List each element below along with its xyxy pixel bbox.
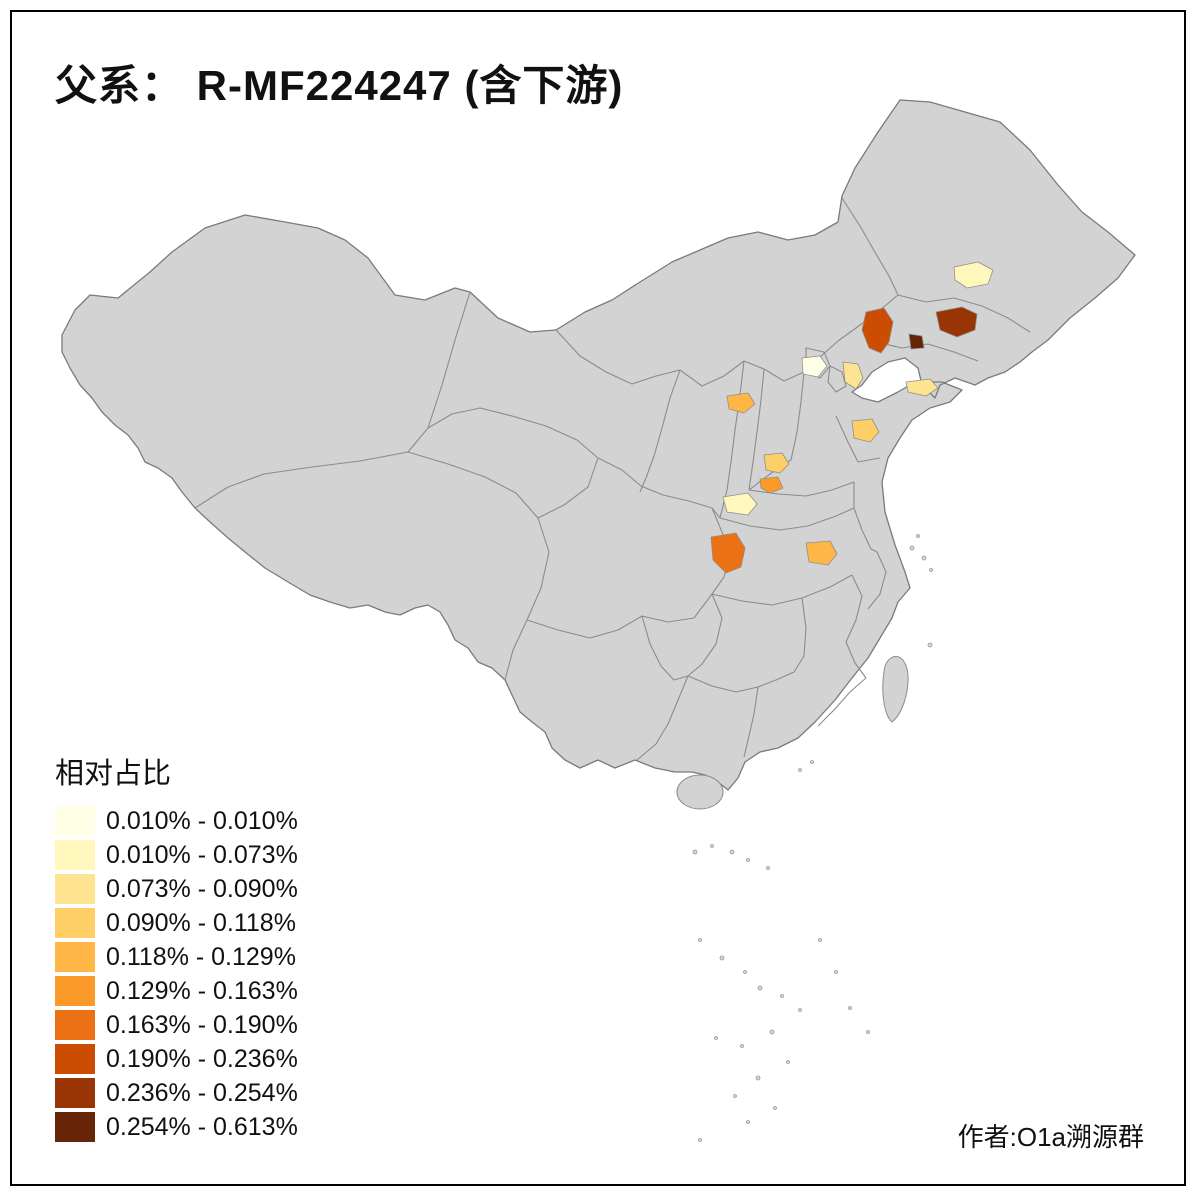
- legend-row: 0.118% - 0.129%: [55, 942, 298, 972]
- legend-row: 0.010% - 0.073%: [55, 840, 298, 870]
- legend-swatch: [55, 942, 95, 972]
- page-title: 父系： R-MF224247 (含下游): [55, 62, 624, 109]
- highlighted-region: [905, 378, 939, 397]
- legend-swatch: [55, 1078, 95, 1108]
- highlighted-region: [722, 492, 758, 516]
- legend-row: 0.010% - 0.010%: [55, 806, 298, 836]
- highlighted-region: [953, 261, 994, 289]
- legend-label: 0.090% - 0.118%: [106, 908, 296, 937]
- legend-row: 0.163% - 0.190%: [55, 1010, 298, 1040]
- legend-swatch: [55, 806, 95, 836]
- legend-swatch: [55, 908, 95, 938]
- legend-label: 0.118% - 0.129%: [106, 942, 296, 971]
- highlighted-region: [861, 307, 894, 354]
- legend-row: 0.129% - 0.163%: [55, 976, 298, 1006]
- legend-label: 0.236% - 0.254%: [106, 1078, 298, 1107]
- province-borders: [194, 197, 1031, 761]
- highlighted-region: [726, 392, 756, 414]
- legend-swatch: [55, 874, 95, 904]
- legend-label: 0.190% - 0.236%: [106, 1044, 298, 1073]
- legend-row: 0.190% - 0.236%: [55, 1044, 298, 1074]
- highlighted-region: [851, 418, 880, 443]
- legend-swatch: [55, 840, 95, 870]
- highlighted-region: [763, 452, 790, 474]
- highlighted-region: [805, 540, 838, 566]
- legend-label: 0.073% - 0.090%: [106, 874, 298, 903]
- legend-label: 0.010% - 0.010%: [106, 806, 298, 835]
- highlighted-region: [759, 476, 784, 494]
- legend-swatch: [55, 1044, 95, 1074]
- author-credit: 作者:O1a溯源群: [957, 1122, 1144, 1152]
- legend-swatch: [55, 976, 95, 1006]
- legend-label: 0.254% - 0.613%: [106, 1112, 298, 1141]
- legend-row: 0.073% - 0.090%: [55, 874, 298, 904]
- sea-islets: [692, 534, 933, 1142]
- legend-label: 0.163% - 0.190%: [106, 1010, 298, 1039]
- page-border-frame: [10, 10, 1186, 1186]
- hainan-island: [676, 774, 724, 810]
- highlighted-region: [710, 532, 746, 574]
- legend-swatch: [55, 1112, 95, 1142]
- highlighted-region: [842, 361, 864, 390]
- legend-row: 0.090% - 0.118%: [55, 908, 298, 938]
- mainland-outline: [61, 99, 1136, 791]
- legend-label: 0.129% - 0.163%: [106, 976, 298, 1005]
- highlighted-region: [801, 355, 828, 378]
- legend: 相对占比 0.010% - 0.010% 0.010% - 0.073% 0.0…: [55, 750, 298, 1146]
- legend-row: 0.236% - 0.254%: [55, 1078, 298, 1108]
- legend-title: 相对占比: [55, 758, 172, 790]
- taiwan-island: [882, 656, 909, 723]
- legend-swatch: [55, 1010, 95, 1040]
- highlighted-region: [935, 306, 978, 338]
- legend-row: 0.254% - 0.613%: [55, 1112, 298, 1142]
- legend-label: 0.010% - 0.073%: [106, 840, 298, 869]
- highlighted-region: [908, 333, 925, 350]
